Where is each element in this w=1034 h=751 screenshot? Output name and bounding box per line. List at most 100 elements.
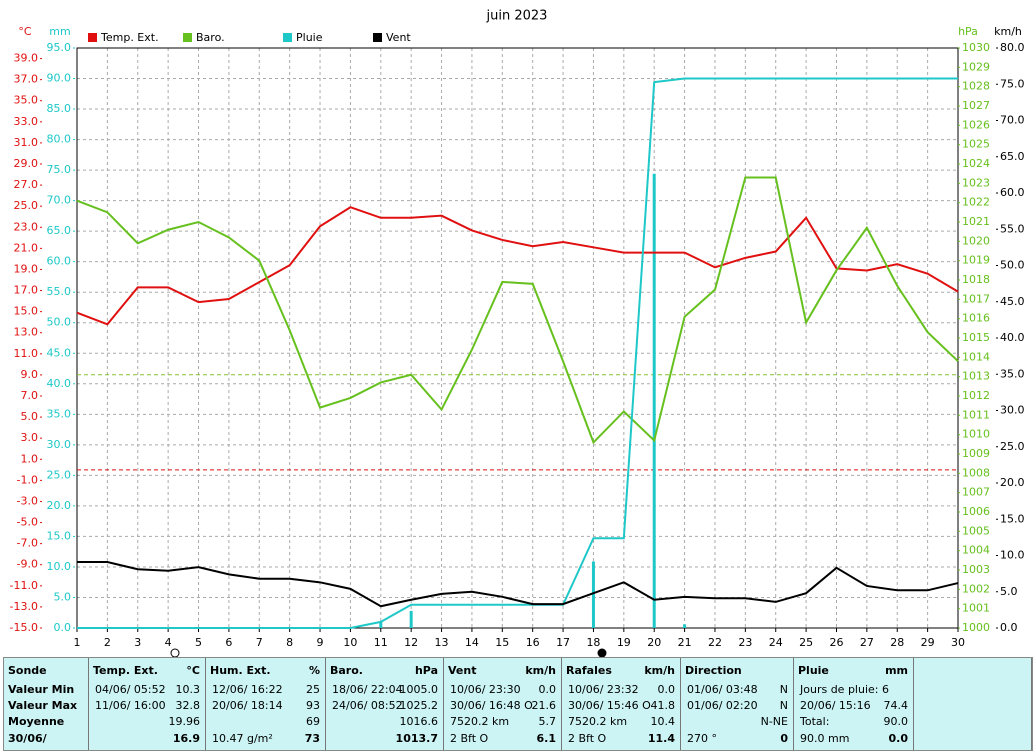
tick-label: 60.0 bbox=[47, 255, 72, 268]
x-tick-label: 29 bbox=[921, 636, 935, 649]
legend-swatch bbox=[88, 33, 97, 42]
chart-title: juin 2023 bbox=[486, 9, 548, 24]
header-unit: hPa bbox=[414, 664, 438, 677]
tick-label: 1002 bbox=[962, 582, 990, 595]
tick-label: 50.0 bbox=[1000, 259, 1025, 272]
tick-label: 65.0 bbox=[47, 224, 72, 237]
x-tick-label: 17 bbox=[556, 636, 570, 649]
rain-bar bbox=[591, 561, 595, 628]
cell-left: 12/06/ 16:22 bbox=[212, 683, 283, 696]
x-tick-label: 10 bbox=[343, 636, 357, 649]
tick-label: 25.0 bbox=[47, 468, 72, 481]
tick-label: 55.0 bbox=[1000, 222, 1025, 235]
tick-label: 10.0 bbox=[47, 560, 72, 573]
axis-unit: mm bbox=[49, 25, 70, 38]
tick-label: 20.0 bbox=[47, 499, 72, 512]
x-tick-label: 26 bbox=[829, 636, 843, 649]
tick-label: 5.0 bbox=[54, 590, 72, 603]
tick-label: 55.0 bbox=[47, 285, 72, 298]
header-label: Sonde bbox=[8, 664, 47, 677]
tick-label: 95.0 bbox=[47, 41, 72, 54]
tick-label: 1022 bbox=[962, 196, 990, 209]
cell-right: 10.3 bbox=[175, 683, 201, 696]
tick-label: 1001 bbox=[962, 602, 990, 615]
tick-label: 1027 bbox=[962, 99, 990, 112]
cell-right: 1005.0 bbox=[399, 683, 439, 696]
tick-label: 1019 bbox=[962, 254, 990, 267]
cell-right: N bbox=[779, 699, 788, 712]
chart: juin 2023 °C -15.0 -13.0 -11.0 -9.0 -7.0 -5.0 -… bbox=[10, 9, 1025, 657]
legend-label: Baro. bbox=[196, 31, 225, 44]
x-tick-label: 28 bbox=[890, 636, 904, 649]
tick-label: 1012 bbox=[962, 389, 990, 402]
tick-label: 1009 bbox=[962, 447, 990, 460]
tick-label: 1014 bbox=[962, 350, 990, 363]
x-tick-label: 13 bbox=[435, 636, 449, 649]
cell-left: 7520.2 km bbox=[450, 715, 510, 728]
cell-right: 6.1 bbox=[536, 732, 557, 745]
header-label: Direction bbox=[685, 664, 742, 677]
tick-label: 60.0 bbox=[1000, 186, 1025, 199]
moon-icon bbox=[170, 648, 180, 657]
series-line bbox=[77, 77, 958, 629]
x-tick-label: 23 bbox=[738, 636, 752, 649]
tick-label: 15.0 bbox=[1000, 512, 1025, 525]
tick-label: 50.0 bbox=[47, 316, 72, 329]
tick-label: 1020 bbox=[962, 234, 990, 247]
tick-label: 0.0 bbox=[54, 621, 72, 634]
x-tick-label: 1 bbox=[74, 636, 81, 649]
x-tick-label: 11 bbox=[374, 636, 388, 649]
cell-right: 41.8 bbox=[650, 699, 676, 712]
tick-label: 27.0 bbox=[14, 178, 39, 191]
x-tick-label: 25 bbox=[799, 636, 813, 649]
cell-left: 2 Bft O bbox=[450, 732, 489, 745]
axis-unit: km/h bbox=[994, 25, 1022, 38]
tick-label: 5.0 bbox=[1000, 585, 1018, 598]
plot-frame bbox=[76, 47, 959, 629]
cell-right: 93 bbox=[306, 699, 320, 712]
x-tick-label: 21 bbox=[678, 636, 692, 649]
tick-label: -7.0 bbox=[17, 537, 38, 550]
table-column bbox=[444, 658, 562, 750]
axis-unit: hPa bbox=[958, 25, 978, 38]
tick-label: 30.0 bbox=[1000, 404, 1025, 417]
series-line bbox=[77, 561, 959, 608]
cell-left: 04/06/ 05:52 bbox=[95, 683, 166, 696]
tick-label: 23.0 bbox=[14, 220, 39, 233]
cell-left: 90.0 mm bbox=[800, 732, 850, 745]
tick-label: 35.0 bbox=[14, 94, 39, 107]
cell-right: 5.7 bbox=[538, 715, 557, 728]
cell-right: 1013.7 bbox=[395, 732, 438, 745]
cell-left: 10.47 g/m² bbox=[212, 732, 273, 745]
tick-label: 7.0 bbox=[21, 389, 39, 402]
series-line bbox=[76, 206, 959, 326]
x-tick-label: 22 bbox=[708, 636, 722, 649]
tick-label: 33.0 bbox=[14, 115, 39, 128]
table-column bbox=[4, 658, 89, 750]
header-label: Rafales bbox=[566, 664, 612, 677]
tick-label: -1.0 bbox=[17, 473, 38, 486]
x-tick-label: 6 bbox=[225, 636, 232, 649]
tick-label: 1011 bbox=[962, 408, 990, 421]
legend-swatch bbox=[373, 33, 382, 42]
cell-left: 10/06/ 23:30 bbox=[450, 683, 521, 696]
tick-label: 75.0 bbox=[1000, 77, 1025, 90]
tick-label: 1006 bbox=[962, 505, 990, 518]
cell-right: 0.0 bbox=[657, 683, 676, 696]
tick-label: 0.0 bbox=[1000, 621, 1018, 634]
cell-right: 21.6 bbox=[531, 699, 557, 712]
row-label: Valeur Min bbox=[8, 683, 75, 696]
tick-label: 70.0 bbox=[1000, 114, 1025, 127]
cell-right: 11.4 bbox=[647, 732, 675, 745]
cell-right: 1025.2 bbox=[399, 699, 439, 712]
header-label: Pluie bbox=[798, 664, 829, 677]
x-tick-label: 19 bbox=[617, 636, 631, 649]
cell-left: 10/06/ 23:32 bbox=[568, 683, 639, 696]
tick-label: 19.0 bbox=[14, 262, 39, 275]
x-tick-label: 5 bbox=[195, 636, 202, 649]
tick-label: 45.0 bbox=[47, 346, 72, 359]
x-tick-label: 2 bbox=[104, 636, 111, 649]
cell-right: 0.0 bbox=[888, 732, 909, 745]
legend-swatch bbox=[183, 33, 192, 42]
tick-label: 1005 bbox=[962, 524, 990, 537]
